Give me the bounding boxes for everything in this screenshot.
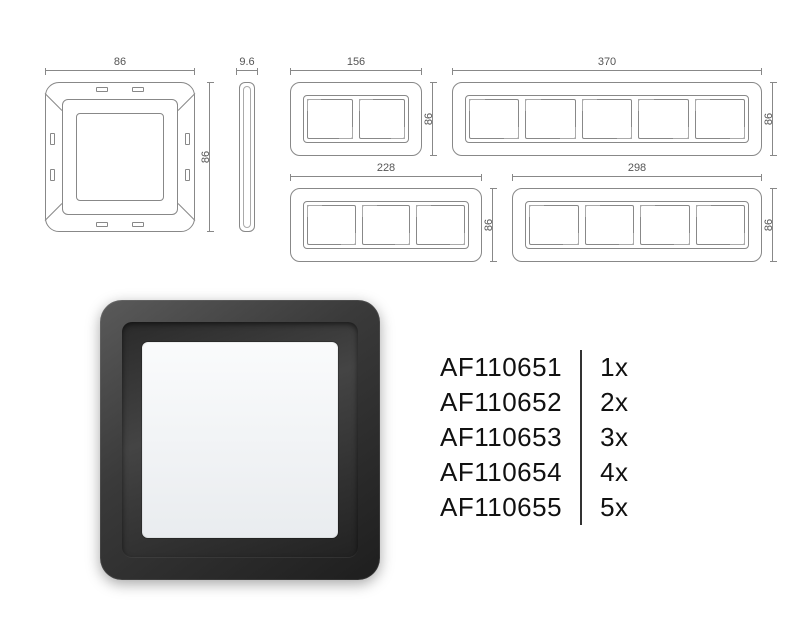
dim-gang4-width: 298 bbox=[512, 176, 762, 177]
sku-code: AF110651 bbox=[440, 350, 581, 385]
drawing-gang4 bbox=[512, 188, 762, 262]
sku-qty: 3x bbox=[581, 420, 628, 455]
sku-qty: 5x bbox=[581, 490, 628, 525]
sku-qty: 1x bbox=[581, 350, 628, 385]
dim-gang4-height: 86 bbox=[772, 188, 773, 262]
sku-list: AF110651 1x AF110652 2x AF110653 3x AF11… bbox=[440, 350, 629, 525]
page: 86 86 9.6 156 86 370 86 bbox=[0, 0, 800, 622]
dim-gang3-width-label: 228 bbox=[377, 162, 395, 174]
dim-single-width-label: 86 bbox=[114, 56, 126, 68]
dim-gang2-height: 86 bbox=[432, 82, 433, 156]
table-row: AF110652 2x bbox=[440, 385, 629, 420]
dim-single-height: 86 bbox=[209, 82, 210, 232]
dim-gang3-height-label: 86 bbox=[483, 219, 495, 231]
table-row: AF110655 5x bbox=[440, 490, 629, 525]
dim-single-height-label: 86 bbox=[200, 151, 212, 163]
sku-qty: 4x bbox=[581, 455, 628, 490]
dim-gang4-height-label: 86 bbox=[763, 219, 775, 231]
sku-code: AF110654 bbox=[440, 455, 581, 490]
drawing-single-side bbox=[239, 82, 255, 232]
dim-single-depth-label: 9.6 bbox=[239, 56, 254, 68]
dim-gang5-width: 370 bbox=[452, 70, 762, 71]
dim-single-depth: 9.6 bbox=[236, 70, 258, 71]
drawing-gang2 bbox=[290, 82, 422, 156]
drawing-gang5 bbox=[452, 82, 762, 156]
product-render bbox=[100, 300, 380, 580]
sku-qty: 2x bbox=[581, 385, 628, 420]
render-plate bbox=[142, 342, 338, 538]
table-row: AF110654 4x bbox=[440, 455, 629, 490]
dim-gang5-height-label: 86 bbox=[763, 113, 775, 125]
dim-gang5-width-label: 370 bbox=[598, 56, 616, 68]
sku-code: AF110652 bbox=[440, 385, 581, 420]
sku-table: AF110651 1x AF110652 2x AF110653 3x AF11… bbox=[440, 350, 629, 525]
dim-gang2-width-label: 156 bbox=[347, 56, 365, 68]
dim-single-width: 86 bbox=[45, 70, 195, 71]
dim-gang4-width-label: 298 bbox=[628, 162, 646, 174]
sku-code: AF110655 bbox=[440, 490, 581, 525]
table-row: AF110653 3x bbox=[440, 420, 629, 455]
drawing-gang3 bbox=[290, 188, 482, 262]
dim-gang2-width: 156 bbox=[290, 70, 422, 71]
sku-code: AF110653 bbox=[440, 420, 581, 455]
dim-gang3-width: 228 bbox=[290, 176, 482, 177]
drawing-single-front bbox=[45, 82, 195, 232]
dim-gang3-height: 86 bbox=[492, 188, 493, 262]
dim-gang5-height: 86 bbox=[772, 82, 773, 156]
dim-gang2-height-label: 86 bbox=[423, 113, 435, 125]
table-row: AF110651 1x bbox=[440, 350, 629, 385]
